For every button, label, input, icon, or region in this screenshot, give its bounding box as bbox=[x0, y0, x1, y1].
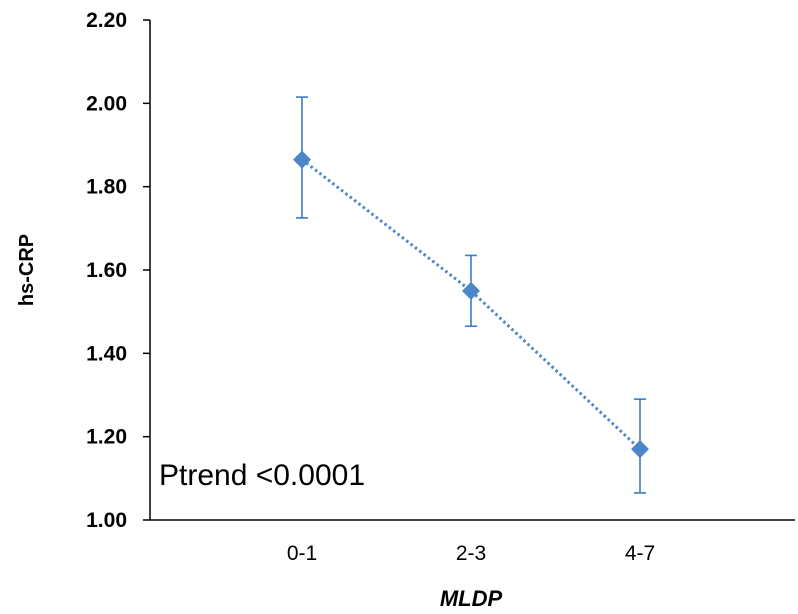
y-axis-title: hs-CRP bbox=[16, 234, 38, 306]
x-tick-label: 4-7 bbox=[625, 542, 655, 565]
y-tick-label: 1.40 bbox=[86, 342, 127, 365]
x-tick-label: 0-1 bbox=[287, 542, 317, 565]
ptrend-annotation: Ptrend <0.0001 bbox=[159, 459, 365, 492]
y-axis-ticks: 1.00 1.20 1.40 1.60 1.80 2.00 2.20 bbox=[86, 9, 150, 532]
x-axis-ticks: 0-1 2-3 4-7 bbox=[287, 542, 655, 565]
x-tick-label: 2-3 bbox=[456, 542, 486, 565]
y-tick-label: 1.60 bbox=[86, 259, 127, 282]
series-group bbox=[293, 96, 649, 494]
data-point-marker bbox=[462, 281, 480, 300]
y-tick-label: 1.80 bbox=[86, 176, 127, 199]
y-tick-label: 2.20 bbox=[86, 9, 127, 32]
y-tick-label: 1.00 bbox=[86, 509, 127, 532]
x-axis-title: MLDP bbox=[440, 586, 503, 611]
data-point-marker bbox=[631, 440, 649, 459]
y-tick-label: 1.20 bbox=[86, 426, 127, 449]
y-tick-label: 2.00 bbox=[86, 92, 127, 115]
data-point-marker bbox=[293, 150, 311, 169]
